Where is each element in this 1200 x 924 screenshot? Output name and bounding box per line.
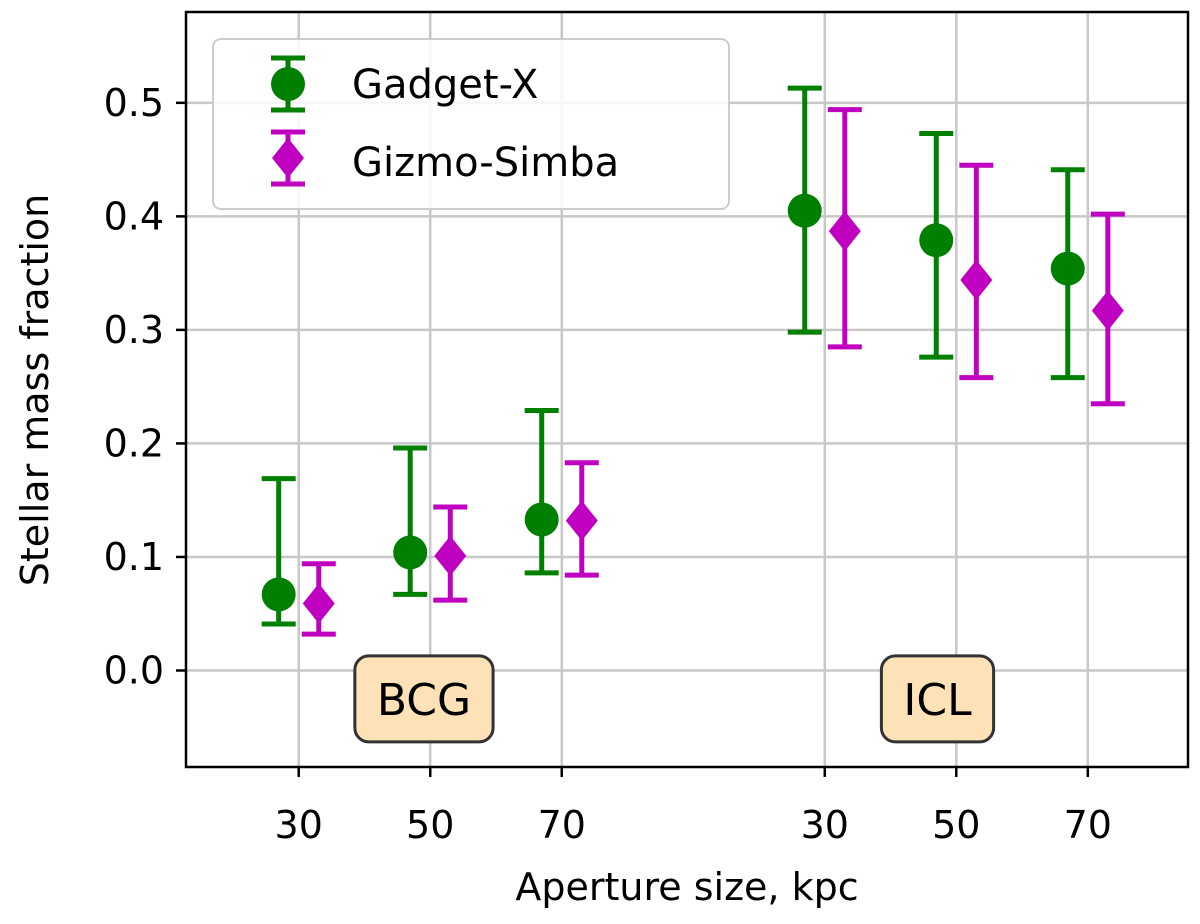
plot-data bbox=[261, 85, 1125, 637]
legend-label-gizmo-simba: Gizmo-Simba bbox=[352, 140, 619, 186]
y-tick-label: 0.1 bbox=[104, 535, 164, 579]
data-point-gadget-x bbox=[393, 535, 428, 570]
group-label-icl: ICL bbox=[903, 675, 972, 726]
y-axis-title: Stellar mass fraction bbox=[13, 194, 57, 586]
data-point-gadget-x bbox=[524, 502, 559, 537]
group-box-bcg bbox=[353, 654, 495, 744]
x-axis-title: Aperture size, kpc bbox=[515, 865, 858, 909]
x-tick-label: 70 bbox=[538, 803, 586, 847]
group-label-bcg: BCG bbox=[377, 675, 471, 726]
plot-frame bbox=[184, 10, 1190, 769]
y-tick-label: 0.4 bbox=[104, 194, 164, 238]
data-point-gizmo-simba bbox=[434, 535, 467, 576]
legend-symbol bbox=[271, 67, 305, 101]
data-point-gadget-x bbox=[787, 193, 822, 228]
x-tick-label: 30 bbox=[801, 803, 849, 847]
data-point-gizmo-simba bbox=[1091, 290, 1124, 331]
y-tick-label: 0.3 bbox=[104, 308, 164, 352]
data-point-gadget-x bbox=[1050, 251, 1085, 286]
x-tick-label: 50 bbox=[406, 803, 454, 847]
data-point-gadget-x bbox=[919, 223, 954, 258]
legend-marker-gizmo-simba bbox=[271, 129, 305, 187]
x-tick-label: 70 bbox=[1064, 803, 1112, 847]
legend-label-gadget-x: Gadget-X bbox=[352, 62, 538, 108]
data-point-gizmo-simba bbox=[828, 211, 861, 252]
y-tick-label: 0.0 bbox=[104, 648, 164, 692]
y-tick-label: 0.2 bbox=[104, 421, 164, 465]
legend-box bbox=[212, 38, 730, 210]
group-labels: BCG ICL bbox=[353, 654, 996, 744]
y-tick-label: 0.5 bbox=[104, 81, 164, 125]
legend-marker-gadget-x bbox=[271, 55, 305, 113]
error-bar-gadget-x bbox=[393, 445, 428, 597]
x-tick-label: 50 bbox=[932, 803, 980, 847]
data-point-gizmo-simba bbox=[565, 500, 598, 541]
error-bar-gadget-x bbox=[524, 408, 559, 576]
data-point-gadget-x bbox=[261, 577, 296, 612]
axis-ticks: 0.0 0.1 0.2 0.3 0.4 0.5 30 50 70 30 50 70 bbox=[104, 81, 1112, 847]
legend-symbol bbox=[272, 138, 304, 178]
data-point-gizmo-simba bbox=[960, 259, 993, 300]
legend: Gadget-X Gizmo-Simba bbox=[212, 38, 730, 210]
data-point-gizmo-simba bbox=[302, 583, 335, 624]
group-box-icl bbox=[879, 654, 996, 744]
x-tick-label: 30 bbox=[275, 803, 323, 847]
